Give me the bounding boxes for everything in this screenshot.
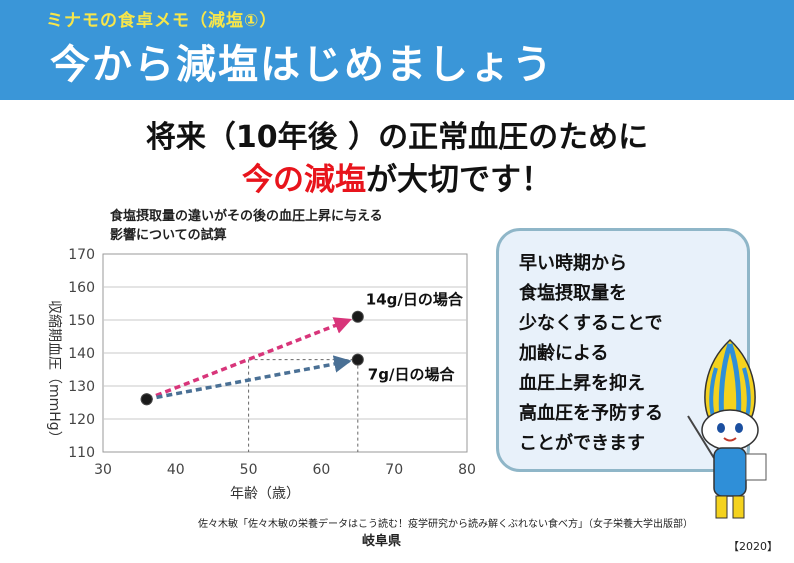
y-tick-label: 170 <box>68 247 95 263</box>
message-line: 食塩摂取量を <box>519 283 627 304</box>
header-banner: ミナモの食卓メモ（減塩①） 今から減塩はじめましょう <box>0 0 794 100</box>
headline-line1: 将来（10年後 ）の正常血圧のために <box>145 120 649 155</box>
headline-emphasis: 今の減塩 <box>242 162 366 198</box>
y-tick-label: 110 <box>68 445 95 461</box>
message-line: 加齢による <box>519 343 609 364</box>
x-tick-label: 50 <box>240 462 258 478</box>
message-line: 早い時期から <box>519 253 627 274</box>
y-axis-label: 収縮期血圧（mmHg） <box>46 300 62 445</box>
chart-caption: 食塩摂取量の違いがその後の血圧上昇に与える 影響についての試算 <box>110 207 383 245</box>
x-tick-label: 40 <box>167 462 185 478</box>
x-tick-label: 80 <box>458 462 476 478</box>
source-citation: 佐々木敏「佐々木敏の栄養データはこう読む！疫学研究から読み解くぶれない食べ方」（… <box>198 519 693 530</box>
series-label: 7g/日の場合 <box>368 366 456 384</box>
y-tick-label: 130 <box>68 379 95 395</box>
message-line: 高血圧を予防する <box>519 403 663 424</box>
data-point <box>140 393 153 406</box>
x-axis-label: 年齢（歳） <box>230 486 300 502</box>
series-line <box>146 355 352 401</box>
minamo-mascot-icon <box>687 338 767 519</box>
series-title: ミナモの食卓メモ（減塩①） <box>46 11 278 31</box>
y-tick-label: 120 <box>68 412 95 428</box>
y-tick-label: 140 <box>68 346 95 362</box>
headline-line2: 今の減塩が大切です！ <box>0 154 794 199</box>
x-tick-label: 70 <box>385 462 403 478</box>
y-tick-label: 150 <box>68 313 95 329</box>
series-line <box>146 317 352 401</box>
year-label: 【2020】 <box>728 540 778 553</box>
message-line: 血圧上昇を抑え <box>519 373 645 394</box>
y-tick-label: 160 <box>68 280 95 296</box>
organization-name: 岐阜県 <box>362 534 402 549</box>
series-label: 14g/日の場合 <box>366 291 464 309</box>
chart-caption-line2: 影響についての試算 <box>110 228 227 243</box>
message-box: 早い時期から 食塩摂取量を 少なくすることで 加齢による 血圧上昇を抑え 高血圧… <box>496 228 750 472</box>
chart-caption-line1: 食塩摂取量の違いがその後の血圧上昇に与える <box>110 209 383 224</box>
message-line: 少なくすることで <box>519 313 663 334</box>
x-tick-label: 60 <box>312 462 330 478</box>
headline-rest: が大切です！ <box>366 162 552 198</box>
data-point <box>351 353 364 366</box>
x-tick-label: 30 <box>94 462 112 478</box>
page-title: 今から減塩はじめましょう <box>50 42 554 88</box>
message-line: ことができます <box>519 433 645 454</box>
data-point <box>351 310 364 323</box>
